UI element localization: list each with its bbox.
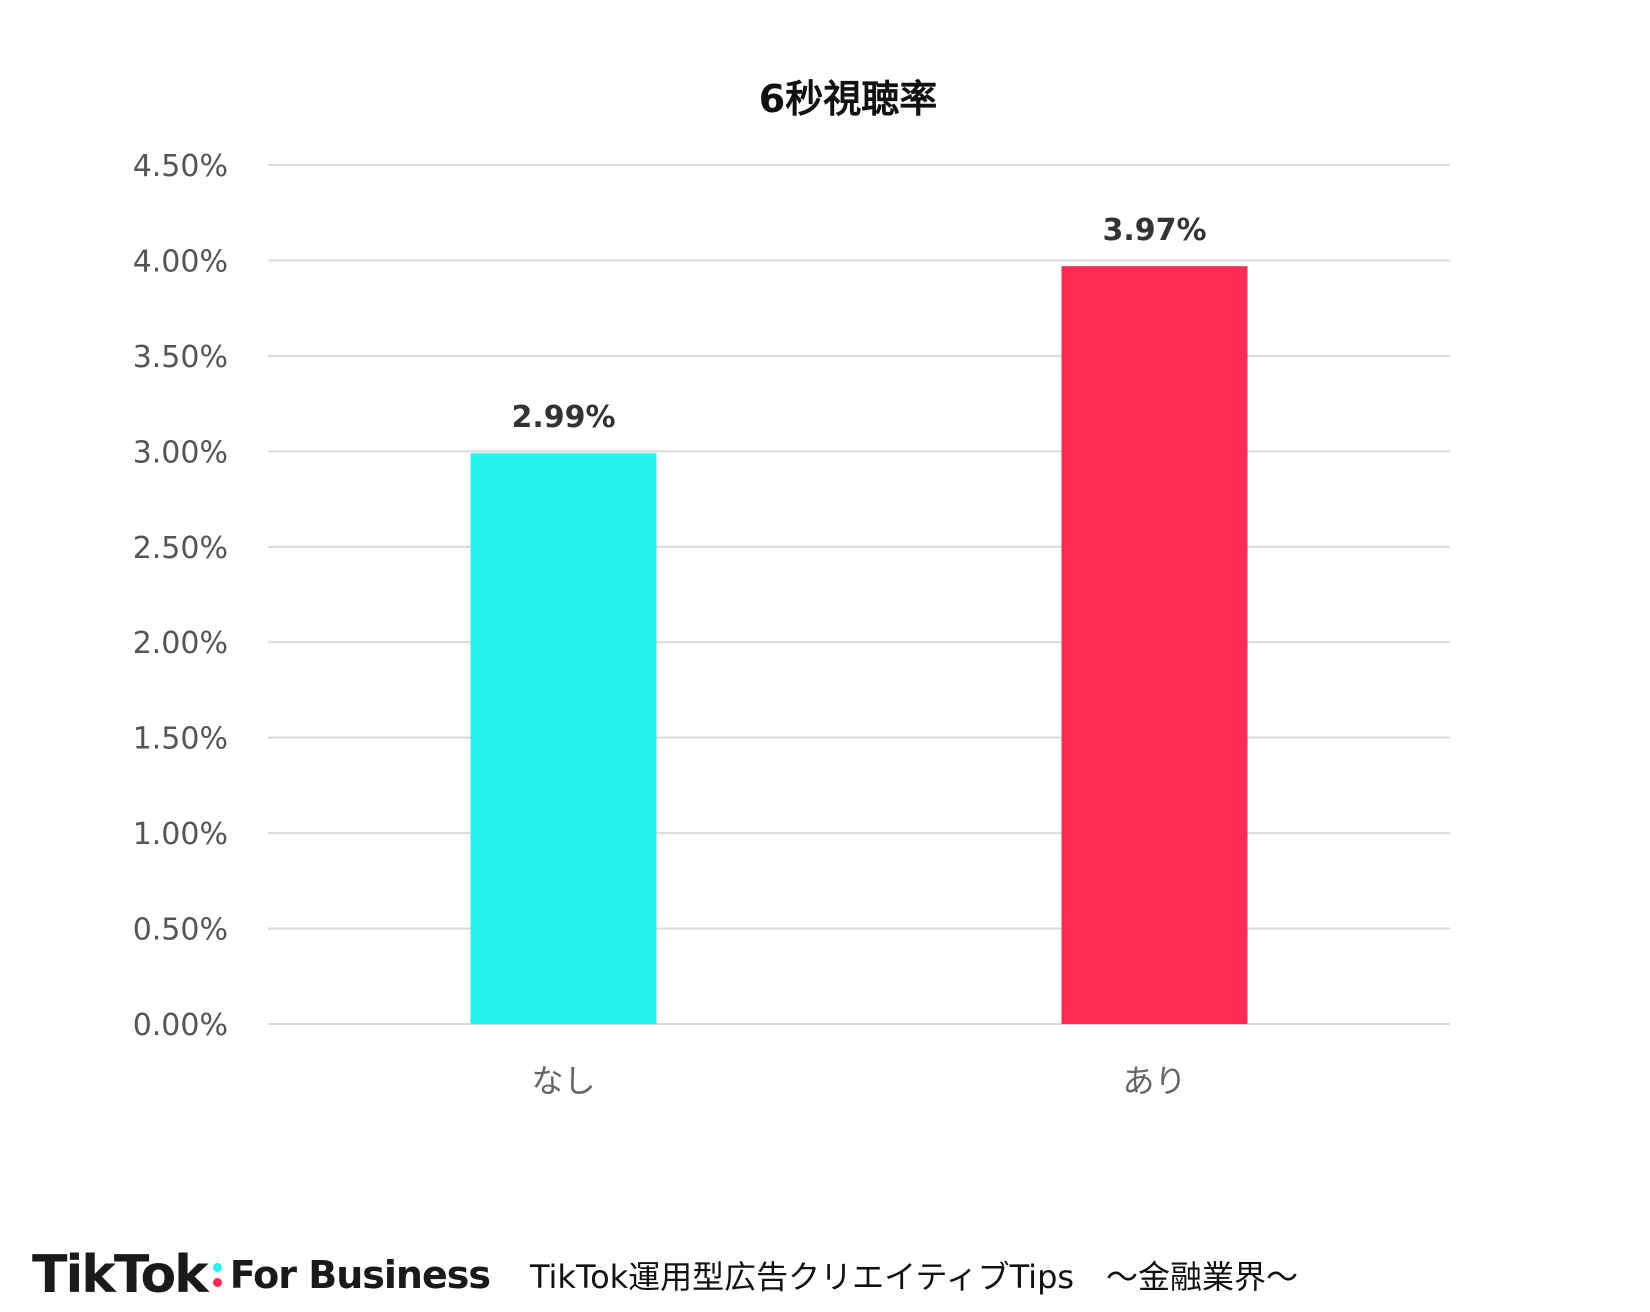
chart-title: 6秒視聴率	[759, 77, 937, 121]
x-category-label: なし	[531, 1062, 595, 1100]
grid	[268, 164, 1450, 1025]
footer-caption: TikTok運用型広告クリエイティブTips ～金融業界～	[529, 1258, 1299, 1296]
brand-name: TikTok	[32, 1245, 209, 1305]
y-axis: 0.00% 0.50% 1.00% 1.50% 2.00% 2.50% 3.00% 3.50%…	[133, 149, 228, 1043]
x-axis: なし あり	[531, 1062, 1186, 1100]
brand-suffix: For Business	[229, 1253, 491, 1297]
brand-colon-icon	[212, 1255, 222, 1295]
y-tick-label: 0.50%	[133, 913, 228, 948]
bar-chart: 6秒視聴率 0.00% 0.50% 1.00% 1.50% 2.00% 2.50% 3.00…	[133, 77, 1450, 1100]
y-tick-label: 3.00%	[133, 435, 228, 470]
footer: TikTok For Business TikTok運用型広告クリエイティブTi…	[32, 1240, 1612, 1310]
y-tick-label: 3.50%	[133, 340, 228, 375]
y-tick-label: 4.50%	[133, 149, 228, 184]
y-tick-label: 2.00%	[133, 626, 228, 661]
data-label: 2.99%	[511, 400, 615, 435]
y-tick-label: 0.00%	[133, 1008, 228, 1043]
data-label: 3.97%	[1102, 213, 1206, 248]
bar-1	[470, 453, 657, 1025]
bar-2	[1061, 266, 1248, 1024]
y-tick-label: 1.00%	[133, 817, 228, 852]
y-tick-label: 2.50%	[133, 531, 228, 566]
y-tick-label: 4.00%	[133, 244, 228, 279]
tiktok-for-business-logo: TikTok For Business	[32, 1245, 491, 1305]
bars	[470, 266, 1248, 1025]
x-category-label: あり	[1122, 1062, 1186, 1100]
data-labels: 2.99% 3.97%	[511, 213, 1206, 435]
y-tick-label: 1.50%	[133, 722, 228, 757]
